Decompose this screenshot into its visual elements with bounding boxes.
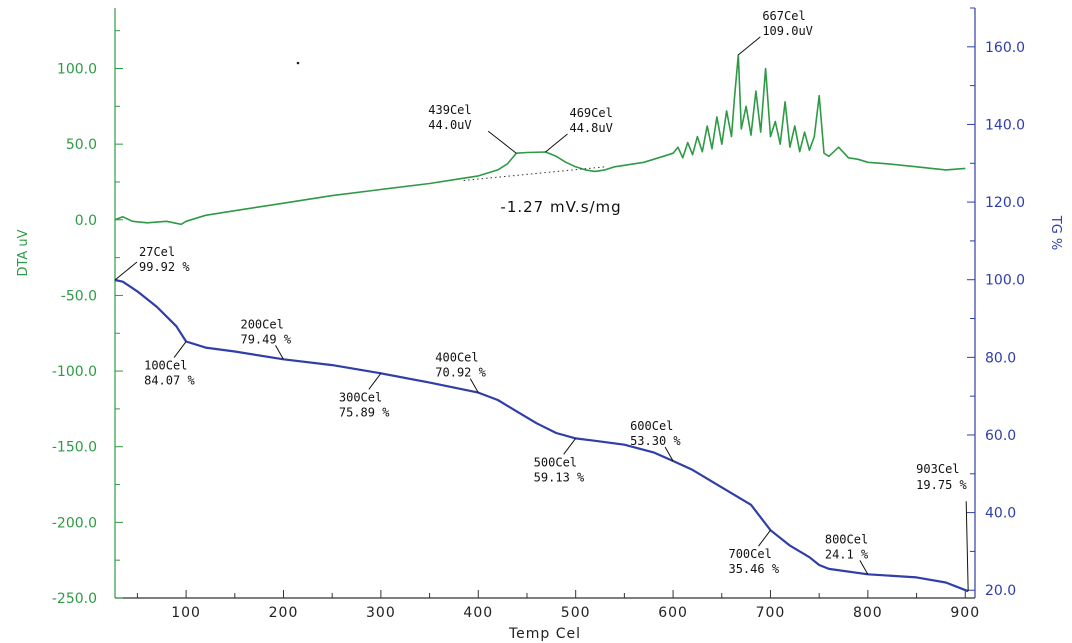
annotation-value: 35.46 % xyxy=(728,562,779,576)
annotation-leader xyxy=(275,345,284,360)
annotation-value: 24.1 % xyxy=(825,547,869,561)
annotation-value: 53.30 % xyxy=(630,434,681,448)
annotation-temp: 600Cel xyxy=(630,419,673,433)
right-tick-label: 80.0 xyxy=(985,350,1016,366)
x-tick-label: 900 xyxy=(950,605,980,621)
dta-line xyxy=(114,54,966,226)
dta-baseline xyxy=(463,166,605,181)
x-tick-label: 300 xyxy=(366,605,396,621)
annotation-value: 59.13 % xyxy=(534,470,585,484)
annotation-leader xyxy=(664,446,674,462)
left-axis-title: DTA uV xyxy=(16,229,31,276)
annotation-leader xyxy=(545,133,568,153)
annotation-value: 19.75 % xyxy=(916,478,967,492)
annotation-temp: 469Cel xyxy=(569,106,612,120)
annotation-temp: 800Cel xyxy=(825,532,868,546)
x-tick-label: 500 xyxy=(561,605,591,621)
right-tick-label: 120.0 xyxy=(985,195,1025,211)
annotation-leader xyxy=(563,438,577,455)
annotation-temp: 500Cel xyxy=(534,455,577,469)
x-tick-label: 800 xyxy=(853,605,883,621)
left-tick-label: -150.0 xyxy=(52,440,97,456)
annotation-value: 75.89 % xyxy=(339,405,390,419)
left-tick-label: -100.0 xyxy=(52,364,97,380)
right-tick-label: 60.0 xyxy=(985,428,1016,444)
annotation-temp: 400Cel xyxy=(435,351,478,365)
annotation-leader xyxy=(114,261,138,281)
left-tick-label: 50.0 xyxy=(66,137,97,153)
annotation-value: 70.92 % xyxy=(435,366,486,380)
x-tick-label: 700 xyxy=(756,605,786,621)
left-tick-label: 100.0 xyxy=(57,62,97,78)
left-tick-label: -50.0 xyxy=(61,288,97,304)
annotation-temp: 700Cel xyxy=(728,547,771,561)
annotation-leader xyxy=(469,378,479,393)
x-tick-label: 600 xyxy=(658,605,688,621)
x-tick-label: 200 xyxy=(269,605,299,621)
annotation-temp: 439Cel xyxy=(428,103,471,117)
x-tick-label: 100 xyxy=(171,605,201,621)
x-tick-label: 400 xyxy=(463,605,493,621)
x-axis-title: Temp Cel xyxy=(508,626,581,642)
annotation-value: 79.49 % xyxy=(240,332,291,346)
baseline-label: -1.27 mV.s/mg xyxy=(500,198,621,216)
annotation-value: 44.8uV xyxy=(569,121,612,135)
annotation-leader xyxy=(487,130,517,154)
annotation-leader xyxy=(738,36,761,56)
left-tick-label: -200.0 xyxy=(52,515,97,531)
right-tick-label: 140.0 xyxy=(985,117,1025,133)
annotation-temp: 903Cel xyxy=(916,462,959,476)
annotation-value: 84.07 % xyxy=(144,374,195,388)
annotation-temp: 100Cel xyxy=(144,359,187,373)
dta-series xyxy=(114,54,966,226)
annotation-temp: 667Cel xyxy=(762,9,805,23)
annotation-temp: 200Cel xyxy=(240,317,283,331)
stray-dot xyxy=(296,61,300,65)
annotation-temp: 27Cel xyxy=(139,245,175,259)
left-tick-label: -250.0 xyxy=(52,591,97,607)
annotation-leader xyxy=(173,341,187,358)
right-tick-label: 40.0 xyxy=(985,506,1016,522)
right-tick-label: 160.0 xyxy=(985,40,1025,56)
annotation-leader xyxy=(368,372,382,390)
annotation-temp: 300Cel xyxy=(339,390,382,404)
axes: 100.0 50.0 0.0 -50.0 -100.0 -150.0 -200.0 -250.… xyxy=(16,7,1063,642)
right-tick-label: 20.0 xyxy=(985,583,1016,599)
annotation-value: 109.0uV xyxy=(762,24,813,38)
right-tick-label: 100.0 xyxy=(985,273,1025,289)
right-axis-title: TG % xyxy=(1048,215,1063,251)
left-tick-label: 0.0 xyxy=(75,213,97,229)
annotation-value: 99.92 % xyxy=(139,260,190,274)
annotation-leader xyxy=(859,560,869,575)
annotation-value: 44.0uV xyxy=(428,118,471,132)
annotation-leader xyxy=(758,529,771,547)
annotation-leader xyxy=(965,501,969,592)
